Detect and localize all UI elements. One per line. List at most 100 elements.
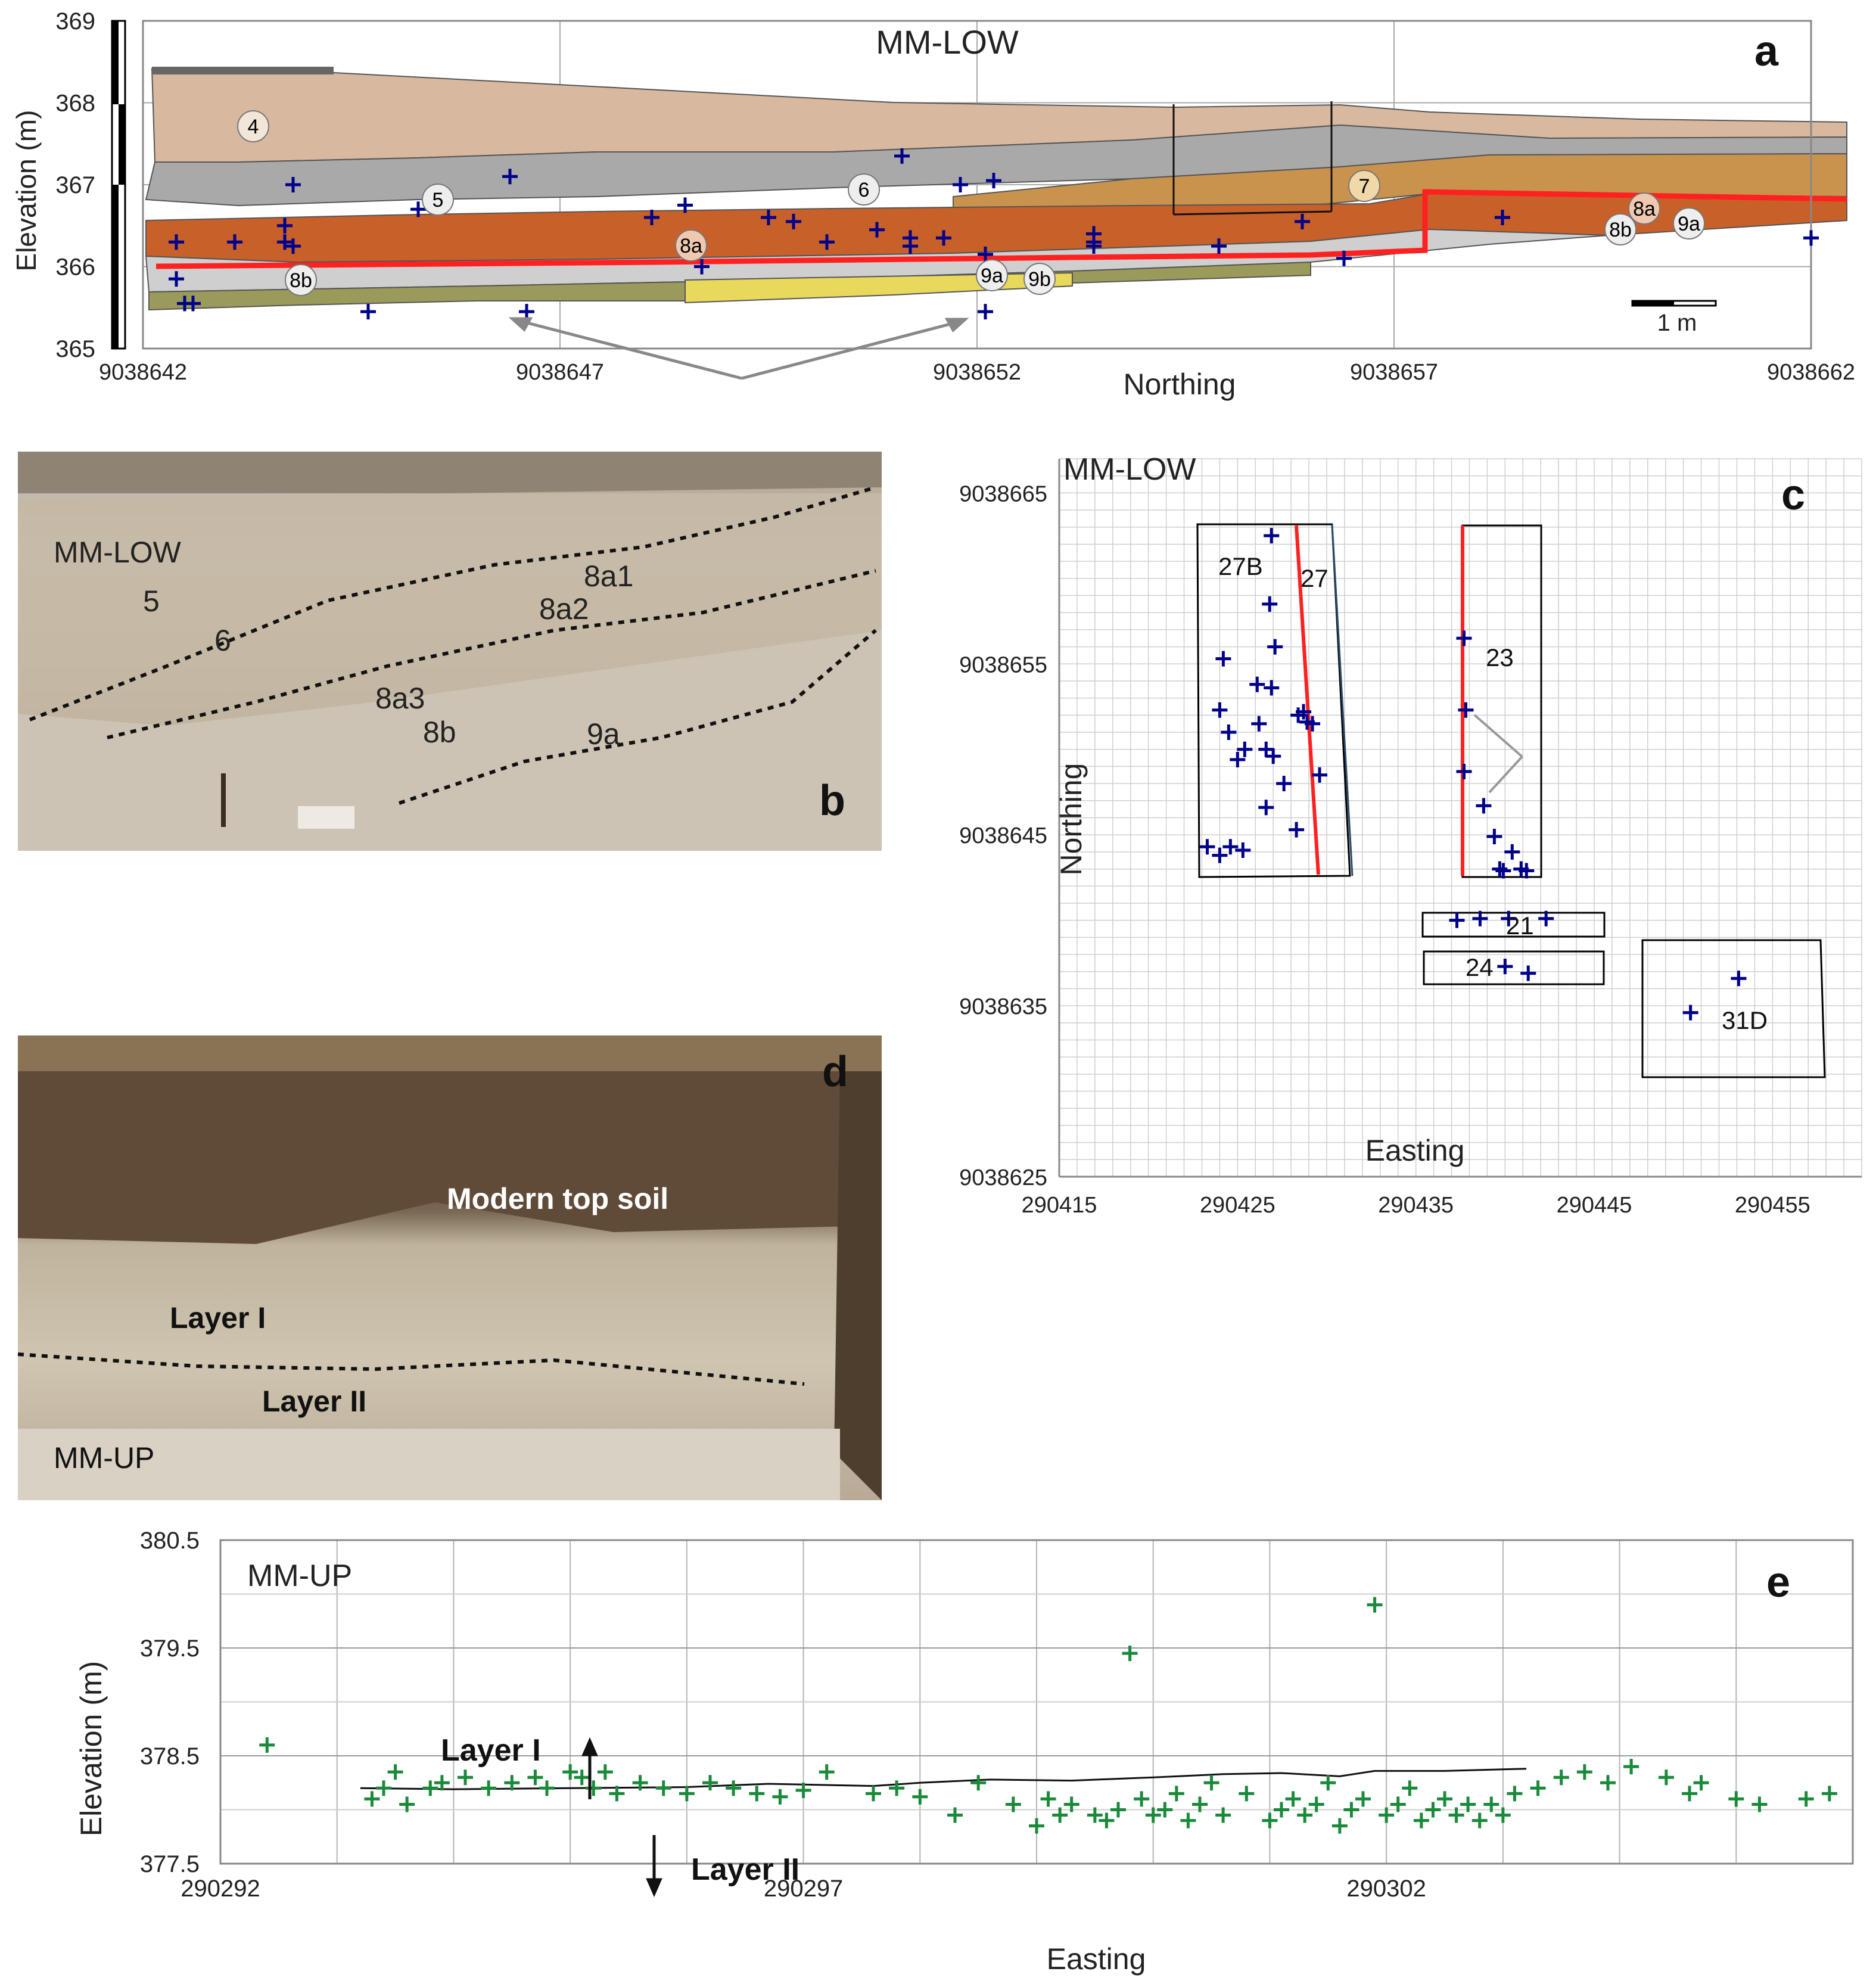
area-label-21: 21 [1506, 912, 1534, 940]
panel-a-y-tick: 366 [55, 254, 95, 281]
panel-a-point [360, 304, 376, 320]
panel-a-point [936, 230, 951, 246]
panel-e-point [1297, 1807, 1313, 1823]
panel-e-point [1110, 1802, 1126, 1818]
panel-a-x-tick: 9038647 [516, 360, 604, 385]
panel-e-point [609, 1786, 625, 1802]
panel-e-point [376, 1780, 391, 1796]
panel-e-point [1134, 1791, 1150, 1807]
panel-e-y-tick: 378.5 [140, 1743, 200, 1770]
photo-d-topsoil [18, 1071, 852, 1244]
panel-e-point [1693, 1775, 1709, 1791]
panel-e-y-tick: 377.5 [140, 1851, 200, 1877]
panel-a-squares [1172, 101, 1333, 216]
panel-c-point [1212, 702, 1228, 718]
panel-a-y-tick: 368 [55, 91, 95, 117]
panel-c-point [1289, 822, 1305, 838]
panel-e-point [889, 1780, 905, 1796]
panel-c-point [1682, 1005, 1698, 1021]
panel-c-ylabel: Northing [1054, 763, 1088, 876]
panel-c-x-tick: 290435 [1378, 1193, 1454, 1218]
panel-c-chart: 290415 290425 290435 290445 290455 9038625 903… [959, 452, 1862, 1218]
panel-e-x-tick: 290292 [181, 1876, 260, 1902]
panel-e-point [586, 1780, 602, 1796]
panel-e-point [1320, 1775, 1336, 1791]
panel-e-point [1495, 1807, 1511, 1823]
panel-e-point [1239, 1786, 1255, 1802]
panel-e-point [1821, 1786, 1837, 1802]
panel-c-point [1276, 776, 1292, 792]
panel-c-areas [1196, 523, 1826, 1078]
scale-bar-label: 1 m [1657, 310, 1697, 336]
panel-e-point [1274, 1802, 1289, 1818]
panel-a-axes: 9038642 9038647 9038652 9038657 9038662 365 36… [55, 8, 1855, 385]
panel-b-photo: MM-LOW 5 6 8a1 8a2 8a3 8b 9a b [18, 452, 882, 851]
panel-a-x-tick: 9038652 [933, 360, 1021, 385]
panel-c-x-tick: 290455 [1735, 1193, 1810, 1218]
panel-e-point [504, 1775, 520, 1791]
panel-a-x-tick: 9038662 [1767, 360, 1855, 385]
panel-c-title: MM-LOW [1063, 452, 1196, 487]
panel-e-point [1379, 1807, 1395, 1823]
panel-a-y-tick: 365 [55, 336, 95, 362]
panel-c-point [1221, 724, 1237, 741]
panel-e-point [481, 1780, 497, 1796]
panel-a-point [1803, 230, 1819, 246]
panel-b-letter: b [819, 777, 845, 825]
panel-e-point [749, 1786, 765, 1802]
panel-a-point [903, 238, 918, 254]
panel-e-point [912, 1789, 928, 1805]
panel-c-point [1538, 910, 1554, 926]
panel-a-x-tick: 9038642 [99, 360, 187, 385]
panel-e-chart: 290292 290297 290302 377.5 378.5 379.5 380.5 L… [74, 1528, 1854, 1976]
panel-e-point [726, 1780, 742, 1796]
panel-a-point [978, 304, 993, 320]
panel-e-point [1658, 1770, 1674, 1786]
panel-e-point [574, 1770, 590, 1786]
photo-d-grass [18, 1035, 882, 1071]
panel-c-point [1486, 829, 1502, 845]
panel-e-point [1530, 1780, 1546, 1796]
panel-a-point [953, 177, 968, 192]
panel-e-point [632, 1775, 648, 1791]
panel-e-point [679, 1786, 695, 1802]
panel-a-red-horizon [155, 189, 1847, 269]
panel-c-point [1215, 651, 1231, 667]
panel-a-point [169, 234, 184, 250]
panel-a-point [519, 304, 534, 320]
panel-a-point [1495, 210, 1510, 225]
panel-c-point [1312, 767, 1328, 783]
panel-e-point [1576, 1764, 1592, 1780]
panel-a-point [869, 222, 885, 238]
panel-e-point [527, 1770, 543, 1786]
panel-e-point [1437, 1791, 1452, 1807]
panel-e-point [1331, 1818, 1348, 1834]
panel-c-y-tick: 9038645 [959, 823, 1047, 848]
panel-a-points [169, 148, 1819, 320]
panel-c-point [1222, 839, 1239, 855]
panel-e-point [1448, 1807, 1464, 1823]
panel-e-point [1402, 1780, 1418, 1796]
panel-c-point [1519, 863, 1535, 879]
panel-a-y-tick: 369 [55, 8, 95, 35]
panel-e-point [1553, 1770, 1569, 1786]
panel-e-point [1367, 1597, 1383, 1613]
panel-c-point [1495, 863, 1511, 879]
panel-e-point [1483, 1796, 1499, 1812]
panel-a-point [285, 238, 301, 254]
panel-c-points [1199, 528, 1747, 1021]
photo-b-sky [18, 452, 882, 493]
panel-e-point [399, 1796, 415, 1812]
panel-e-ylabel: Elevation (m) [74, 1661, 108, 1837]
panel-e-points [259, 1597, 1837, 1834]
panel-e-point [422, 1780, 438, 1796]
photo-d-site-label: MM-UP [54, 1441, 155, 1475]
panel-e-point [1157, 1802, 1173, 1818]
area-31D [1641, 939, 1826, 1078]
panel-e-boundary-line [360, 1768, 1527, 1790]
panel-a-point [694, 259, 710, 275]
panel-e-point [1215, 1807, 1231, 1823]
panel-c-point [1267, 639, 1283, 655]
panel-a-letter: a [1754, 27, 1779, 75]
panel-e-title: MM-UP [247, 1559, 352, 1593]
